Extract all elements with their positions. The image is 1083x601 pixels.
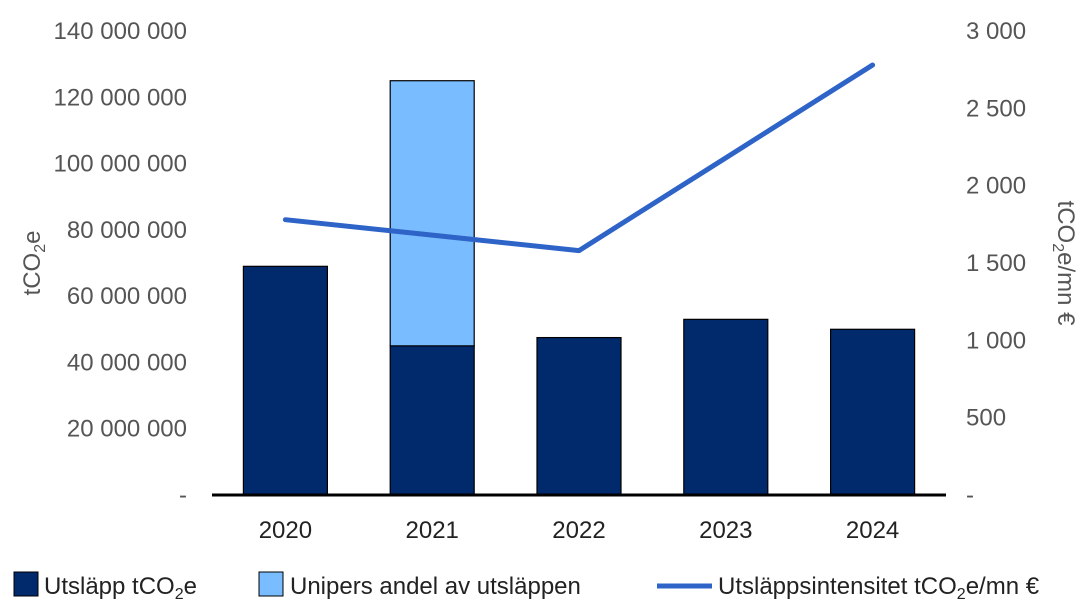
- legend: Utsläpp tCO2e Unipers andel av utsläppen U…: [13, 571, 1040, 601]
- legend-label-intensity: Utsläppsintensitet tCO2e/mn €: [718, 573, 1040, 601]
- right-axis-title: tCO2e/mn €: [1049, 201, 1079, 327]
- left-axis-title: tCO2e: [19, 231, 49, 296]
- legend-swatch-unipers: [258, 571, 284, 597]
- bar-utslapp: [829, 328, 916, 496]
- bar-unipers-andel: [389, 80, 475, 347]
- right-tick-label: 3 000: [966, 18, 1026, 45]
- category-label: 2021: [406, 517, 459, 544]
- legend-label-unipers: Unipers andel av utsläppen: [290, 573, 581, 600]
- category-labels: 2020 2021 2022 2023 2024: [259, 517, 900, 544]
- left-axis-ticks: - 20 000 000 40 000 000 60 000 000 80 000 00…: [54, 18, 187, 509]
- right-tick-label: 2 500: [966, 95, 1026, 122]
- legend-swatch-utslapp: [13, 571, 39, 597]
- right-tick-label: 500: [966, 405, 1006, 432]
- right-axis-ticks: - 500 1 000 1 500 2 000 2 500 3 000: [966, 18, 1026, 509]
- bar-utslapp: [242, 265, 328, 496]
- intensity-line: [282, 62, 876, 254]
- left-tick-label: 140 000 000: [54, 18, 187, 45]
- bar-utslapp: [389, 345, 475, 496]
- left-tick-label: 60 000 000: [67, 283, 187, 310]
- left-tick-label: 20 000 000: [67, 416, 187, 443]
- right-tick-label: -: [966, 482, 974, 509]
- right-tick-label: 1 500: [966, 250, 1026, 277]
- legend-label-utslapp: Utsläpp tCO2e: [44, 573, 197, 601]
- category-label: 2020: [259, 517, 312, 544]
- left-tick-label: 100 000 000: [54, 151, 187, 178]
- right-tick-label: 2 000: [966, 173, 1026, 200]
- left-tick-label: 40 000 000: [67, 349, 187, 376]
- bar-marks: [242, 80, 916, 496]
- intensity-line-series: [282, 62, 876, 254]
- left-tick-label: -: [179, 482, 187, 509]
- right-tick-label: 1 000: [966, 327, 1026, 354]
- bar-utslapp: [536, 336, 622, 496]
- left-tick-label: 120 000 000: [54, 84, 187, 111]
- category-label: 2022: [552, 517, 605, 544]
- category-label: 2023: [699, 517, 752, 544]
- bar-utslapp: [683, 318, 769, 496]
- left-tick-label: 80 000 000: [67, 217, 187, 244]
- category-label: 2024: [846, 517, 899, 544]
